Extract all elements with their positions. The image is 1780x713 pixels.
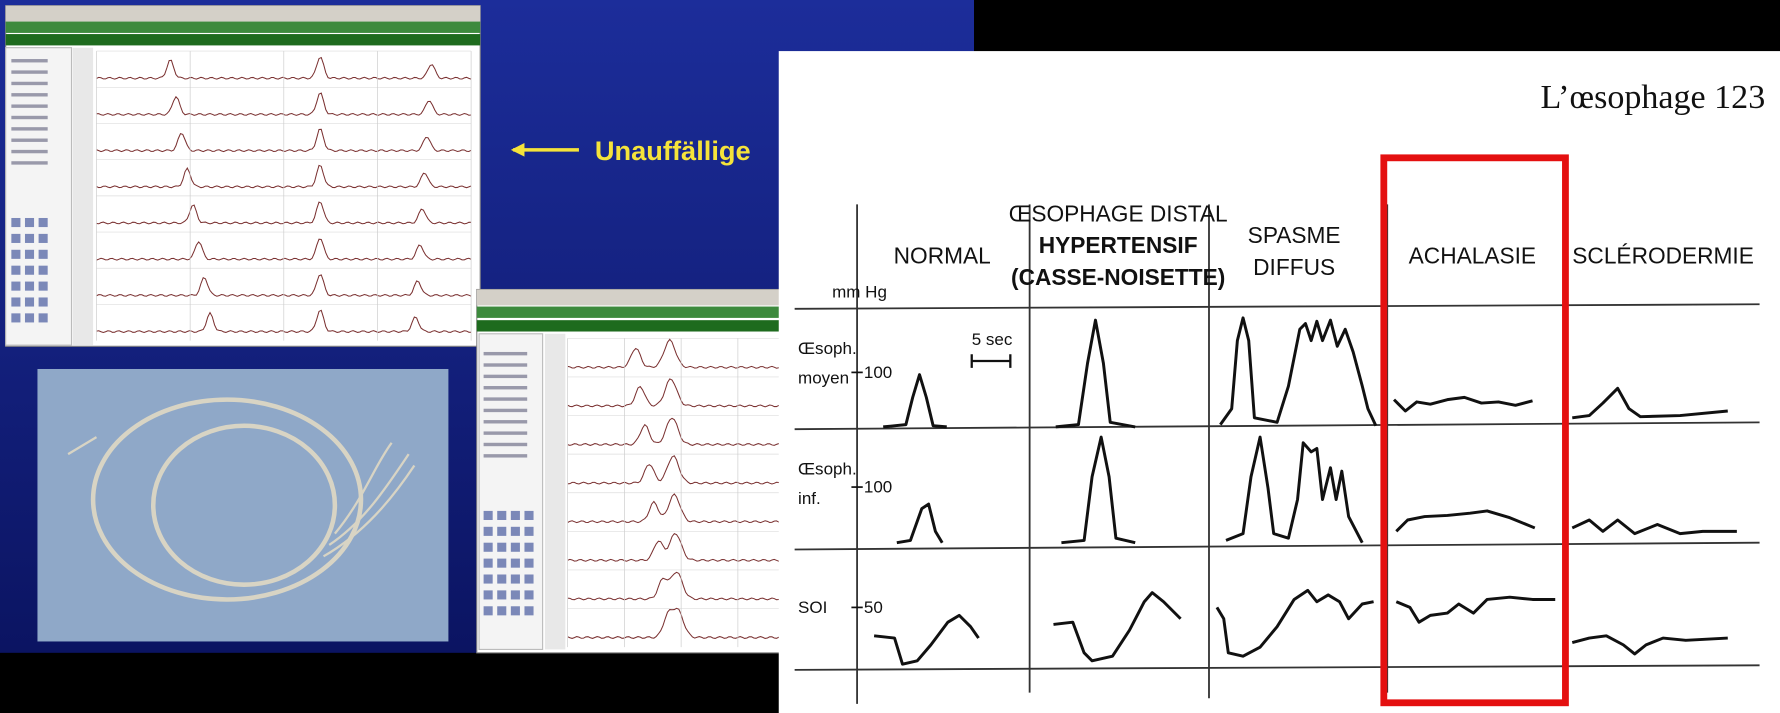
tool-icon — [38, 297, 48, 307]
tool-icon — [510, 590, 520, 600]
tool-icon — [24, 233, 35, 243]
axis-tick-label: 50 — [864, 598, 883, 617]
tool-icon — [483, 526, 493, 536]
tool-icon — [497, 574, 507, 584]
tool-icon — [510, 526, 520, 536]
tool-icon — [11, 265, 21, 275]
column-header: HYPERTENSIF — [1039, 232, 1198, 258]
tool-icon — [524, 606, 534, 616]
column-header: SPASME — [1248, 222, 1341, 248]
highlight-box — [1380, 154, 1569, 707]
tool-icon — [38, 233, 48, 243]
tool-icon — [38, 249, 48, 259]
tool-icon — [497, 542, 507, 552]
panel-item — [483, 386, 528, 390]
tool-icon — [497, 590, 507, 600]
panel-item — [483, 420, 528, 424]
annotation: Unauffällige — [510, 135, 751, 166]
panel-item — [11, 104, 48, 108]
tool-icon — [11, 313, 21, 323]
column-header: DIFFUS — [1253, 254, 1335, 280]
row-label: Œsoph. — [798, 339, 857, 358]
tool-icon — [510, 542, 520, 552]
tool-icon — [524, 526, 534, 536]
page-header: L’œsophage 123 — [1541, 79, 1766, 116]
panel-item — [483, 351, 528, 356]
column-header: ACHALASIE — [1409, 242, 1536, 268]
photo — [37, 368, 449, 642]
tool-icon — [38, 265, 48, 275]
tool-icon — [510, 606, 520, 616]
tool-icon — [38, 313, 48, 323]
tool-icon — [497, 606, 507, 616]
panel-item — [11, 127, 48, 131]
panel-item — [11, 161, 48, 165]
tool-icon — [11, 233, 21, 243]
tool-icon — [483, 606, 493, 616]
tool-icon — [24, 313, 35, 323]
column-header: SCLÉRODERMIE — [1572, 242, 1754, 268]
tool-icon — [11, 297, 21, 307]
panel-item — [11, 115, 48, 120]
tool-icon — [38, 281, 48, 291]
row-label: inf. — [798, 489, 821, 508]
axis-tick-label: 100 — [864, 478, 892, 497]
panel-item — [483, 431, 528, 435]
tool-icon — [483, 574, 493, 584]
tool-icon — [524, 574, 534, 584]
tool-icon — [11, 249, 21, 259]
column-header: (CASSE-NOISETTE) — [1011, 264, 1225, 290]
panel-item — [11, 81, 48, 86]
tool-icon — [24, 217, 35, 228]
tool-icon — [510, 510, 520, 520]
tool-icon — [24, 265, 35, 275]
row-label: SOI — [798, 598, 827, 617]
tool-icon — [483, 510, 493, 520]
panel-item — [11, 70, 48, 74]
slide-label: Unauffällige — [595, 135, 751, 166]
screenshot — [5, 5, 481, 347]
tool-icon — [24, 281, 35, 291]
panel-item — [483, 397, 528, 401]
tool-icon — [510, 558, 520, 568]
tool-icon — [497, 558, 507, 568]
tool-icon — [11, 281, 21, 291]
panel-item — [11, 59, 48, 63]
tool-icon — [24, 297, 35, 307]
book-figure: L’œsophage 123 mm Hg 5 sec NORMAL ŒSOPHAG… — [778, 51, 1780, 713]
column-header: NORMAL — [894, 242, 991, 268]
axis-tick-label: 100 — [864, 363, 892, 382]
panel-item — [483, 408, 528, 413]
panel-item — [483, 363, 528, 367]
tool-icon — [483, 590, 493, 600]
tool-icon — [497, 510, 507, 520]
screenshot — [476, 288, 798, 654]
unit-label: mm Hg — [832, 282, 887, 301]
tool-icon — [524, 590, 534, 600]
tool-icon — [483, 558, 493, 568]
tool-icon — [483, 542, 493, 552]
tool-icon — [524, 510, 534, 520]
scale-label: 5 sec — [972, 330, 1013, 349]
row-label: moyen — [798, 369, 849, 388]
panel-item — [11, 149, 48, 154]
panel-item — [11, 93, 48, 97]
tool-icon — [38, 217, 48, 228]
tool-icon — [497, 526, 507, 536]
panel-item — [483, 454, 528, 458]
tool-icon — [11, 217, 21, 228]
row-label: Œsoph. — [798, 460, 857, 479]
panel-item — [483, 374, 528, 379]
tool-icon — [24, 249, 35, 259]
column-header: ŒSOPHAGE DISTAL — [1009, 200, 1228, 226]
tool-icon — [524, 542, 534, 552]
panel-item — [11, 138, 48, 142]
tool-icon — [510, 574, 520, 584]
tool-icon — [524, 558, 534, 568]
panel-item — [483, 442, 528, 447]
